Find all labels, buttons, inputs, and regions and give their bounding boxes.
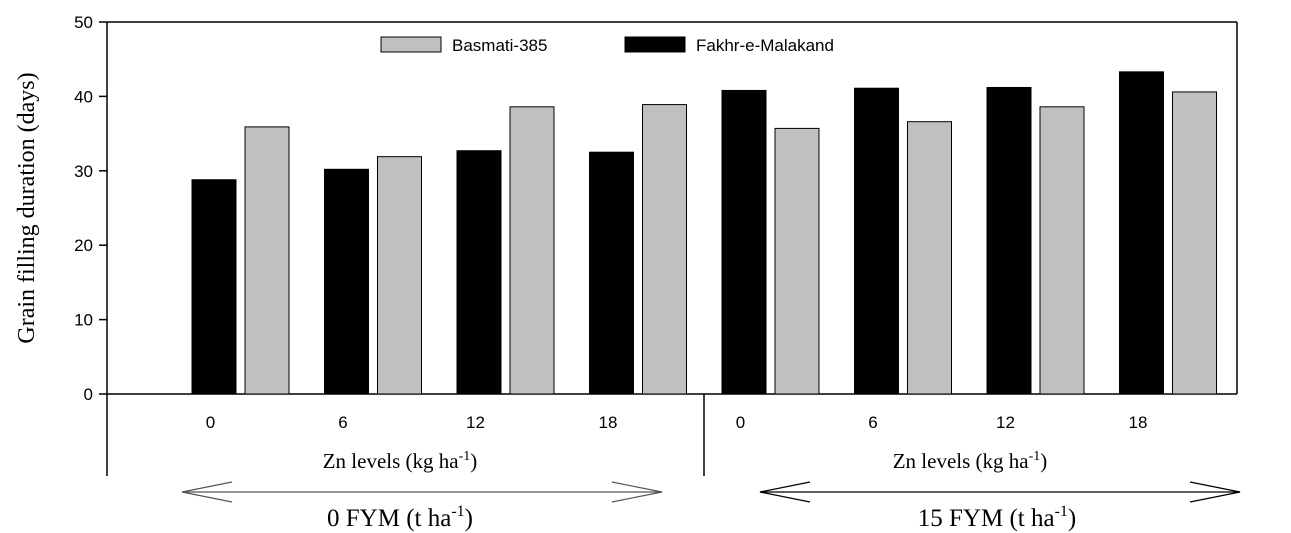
y-tick-label: 0: [84, 385, 93, 404]
bar-fakhr-5: [854, 87, 899, 395]
bar-fakhr-0: [191, 179, 237, 395]
y-tick-label: 20: [74, 236, 93, 255]
group-1-title: 0 FYM (t ha-1): [327, 503, 473, 532]
bar-fakhr-7: [1119, 71, 1164, 395]
x-axis-label-group-1: Zn levels (kg ha-1): [323, 449, 478, 473]
y-axis-label: Grain filling duration (days): [14, 72, 40, 343]
bar-basmati-4: [774, 127, 820, 395]
bar-basmati-0: [244, 126, 290, 395]
group-2-title: 15 FYM (t ha-1): [918, 503, 1076, 532]
bar-fakhr-2: [456, 150, 502, 395]
bar-basmati-7: [1172, 91, 1217, 395]
x-tick-label: 12: [466, 413, 485, 432]
x-tick-label: 18: [599, 413, 618, 432]
bar-fakhr-3: [589, 151, 634, 395]
y-tick-label: 10: [74, 311, 93, 330]
bar-basmati-1: [377, 156, 422, 395]
legend-label-basmati: Basmati-385: [452, 36, 547, 55]
x-tick-label: 6: [868, 413, 877, 432]
x-tick-label: 6: [338, 413, 347, 432]
group-2-arrow: [759, 481, 1241, 503]
group-1-arrow: [181, 481, 663, 503]
x-tick-label: 0: [736, 413, 745, 432]
y-tick-label: 40: [74, 87, 93, 106]
bar-basmati-2: [509, 106, 555, 395]
x-tick-label: 12: [996, 413, 1015, 432]
bar-fakhr-4: [721, 89, 767, 395]
bar-fakhr-1: [324, 168, 369, 395]
x-tick-label: 0: [206, 413, 215, 432]
y-tick-label: 30: [74, 162, 93, 181]
legend-label-fakhr: Fakhr-e-Malakand: [696, 36, 834, 55]
y-tick-label: 50: [74, 13, 93, 32]
legend-swatch-basmati: [380, 36, 442, 53]
bar-basmati-6: [1039, 106, 1085, 395]
bar-basmati-3: [642, 104, 687, 395]
x-axis-label-group-2: Zn levels (kg ha-1): [893, 449, 1048, 473]
x-tick-label: 18: [1129, 413, 1148, 432]
legend: Basmati-385 Fakhr-e-Malakand: [380, 36, 834, 55]
legend-swatch-fakhr: [624, 36, 686, 53]
bar-fakhr-6: [986, 86, 1032, 395]
bar-basmati-5: [907, 121, 952, 395]
